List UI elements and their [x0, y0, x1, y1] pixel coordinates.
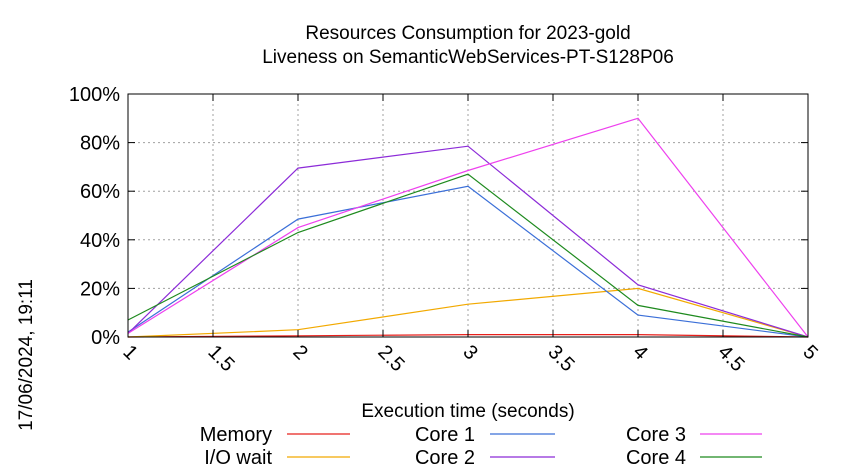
x-axis-label: Execution time (seconds)	[361, 401, 574, 422]
series-line-core-4	[127, 173, 809, 338]
x-tick-label: 1.5	[203, 341, 238, 376]
legend-label: I/O wait	[204, 447, 272, 469]
y-tick-label: 0%	[91, 327, 120, 349]
timestamp: 17/06/2024, 19:11	[16, 279, 37, 431]
x-ticks: 1 1.5 2 2.5 3 3.5 4 4.5 5	[118, 94, 822, 376]
x-tick-label: 4	[628, 341, 651, 364]
x-tick-label: 2.5	[373, 341, 408, 376]
x-tick-label: 4.5	[713, 341, 748, 376]
grid-layer	[128, 94, 808, 337]
series-layer	[127, 117, 809, 338]
legend-label: Core 3	[626, 424, 686, 446]
y-tick-label: 100%	[69, 84, 120, 106]
x-tick-label: 5	[798, 341, 821, 364]
series-line-core-1	[127, 185, 809, 338]
x-tick-label: 1	[118, 341, 141, 364]
chart-subtitle: Liveness on SemanticWebServices-PT-S128P…	[262, 47, 674, 68]
y-tick-label: 80%	[80, 133, 120, 155]
series-line-core-3	[127, 117, 809, 338]
legend-label: Core 1	[415, 424, 475, 446]
y-tick-label: 60%	[80, 181, 120, 203]
x-tick-label: 2	[288, 341, 311, 364]
legend-label: Core 4	[626, 447, 686, 469]
series-line-core-2	[127, 145, 809, 338]
y-tick-label: 40%	[80, 230, 120, 252]
x-tick-label: 3.5	[543, 341, 578, 376]
y-tick-label: 20%	[80, 278, 120, 300]
series-line-i-o-wait	[127, 287, 809, 338]
chart-title: Resources Consumption for 2023-gold	[305, 23, 630, 44]
x-tick-label: 3	[458, 341, 481, 364]
y-ticks: 0% 20% 40% 60% 80% 100%	[69, 84, 808, 349]
legend-label: Memory	[200, 424, 272, 446]
legend-label: Core 2	[415, 447, 475, 469]
